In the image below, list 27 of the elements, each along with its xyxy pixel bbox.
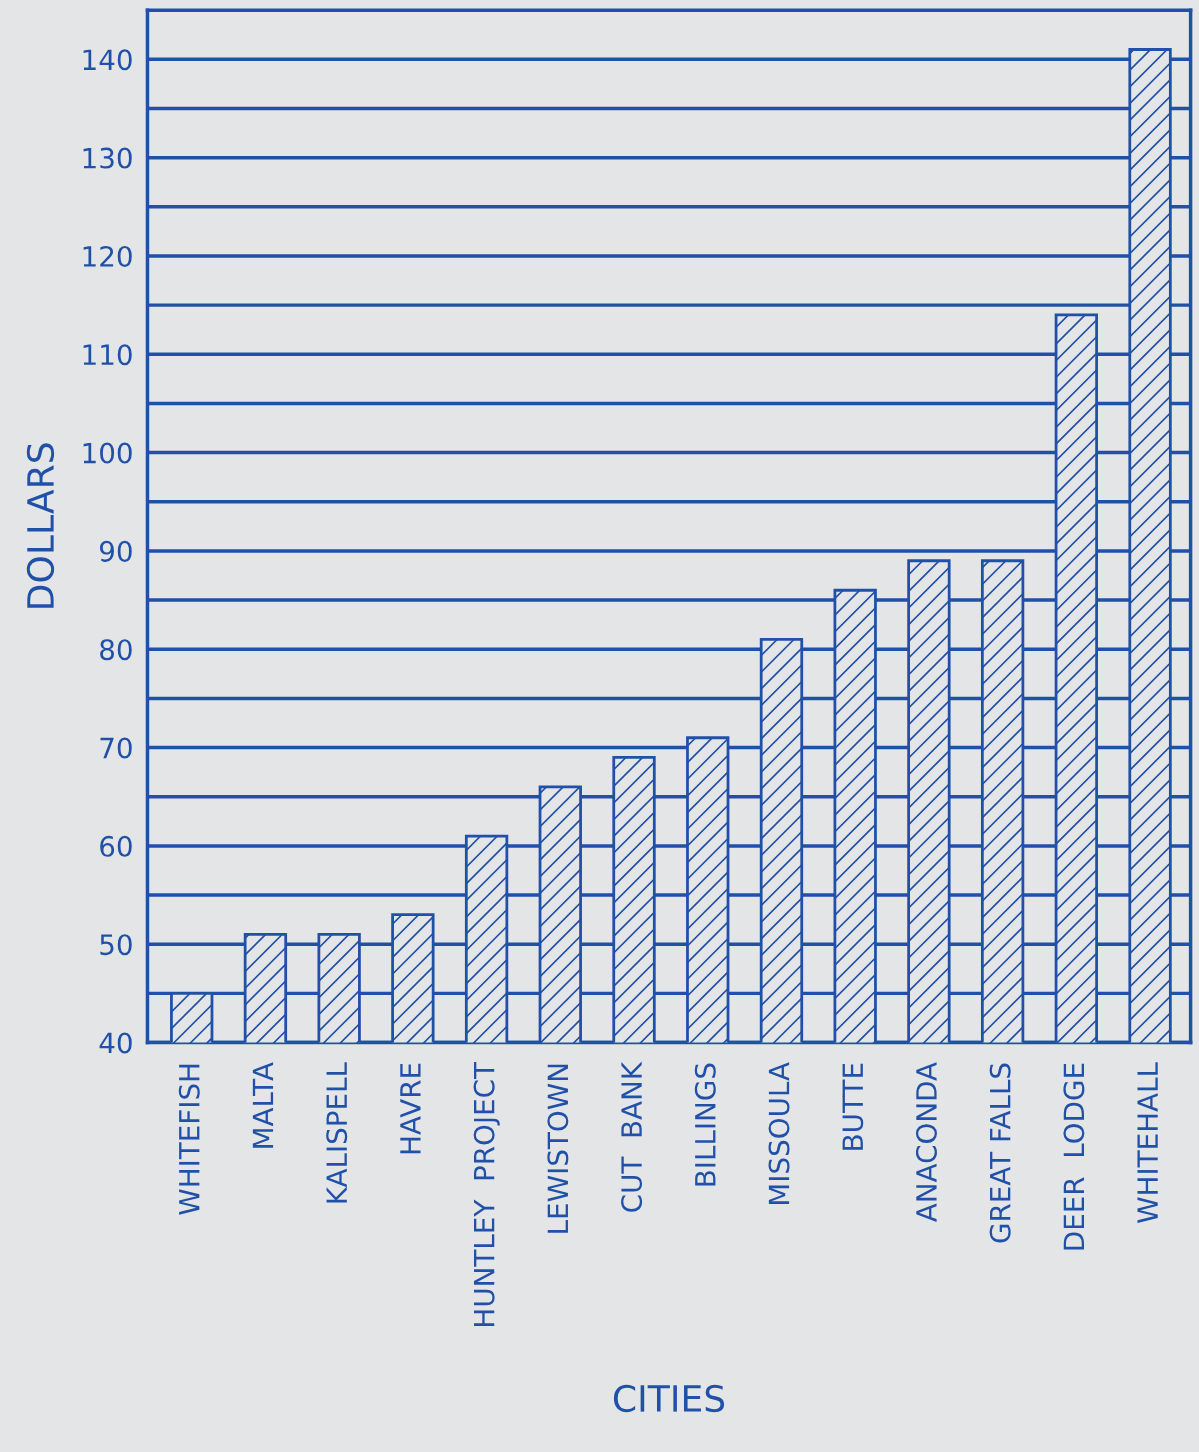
x-tick-label: MISSOULA (768, 1062, 790, 1204)
y-tick-label: 120 (83, 245, 132, 267)
x-tick-label: KALISPELL (326, 1062, 348, 1203)
y-tick-label: 140 (83, 49, 132, 71)
x-tick-label: HUNTLEY PROJECT (473, 1061, 500, 1326)
y-tick-label: 40 (99, 1032, 132, 1054)
y-tick-label: 90 (99, 540, 132, 562)
y-tick-label: 80 (100, 639, 132, 661)
x-tick-label: GREAT FALLS (989, 1063, 1011, 1243)
x-tick-label: ANACONDA (915, 1062, 937, 1223)
y-tick-label: 50 (100, 934, 132, 956)
x-tick-label: BILLINGS (694, 1063, 716, 1186)
y-tick-label: 70 (100, 737, 132, 759)
x-axis-title: CITIES (613, 1384, 725, 1413)
x-tick-label: BUTTE (842, 1063, 864, 1150)
x-tick-label: HAVRE (400, 1063, 421, 1154)
y-axis-title: DOLLARS (26, 443, 55, 608)
x-tick-label: WHITEHALL (1137, 1062, 1158, 1223)
x-tick-label: CUT BANK (621, 1061, 643, 1212)
x-tick-label: MALTA (252, 1062, 274, 1148)
x-tick-label: WHITEFISH (178, 1064, 200, 1215)
y-tick-label: 130 (83, 147, 132, 169)
x-tick-label: DEER LODGE (1063, 1063, 1085, 1250)
y-tick-label: 60 (100, 835, 132, 857)
x-tick-label: LEWISTOWN (547, 1064, 569, 1233)
y-tick-label: 110 (83, 344, 132, 366)
y-tick-label: 100 (83, 442, 132, 464)
